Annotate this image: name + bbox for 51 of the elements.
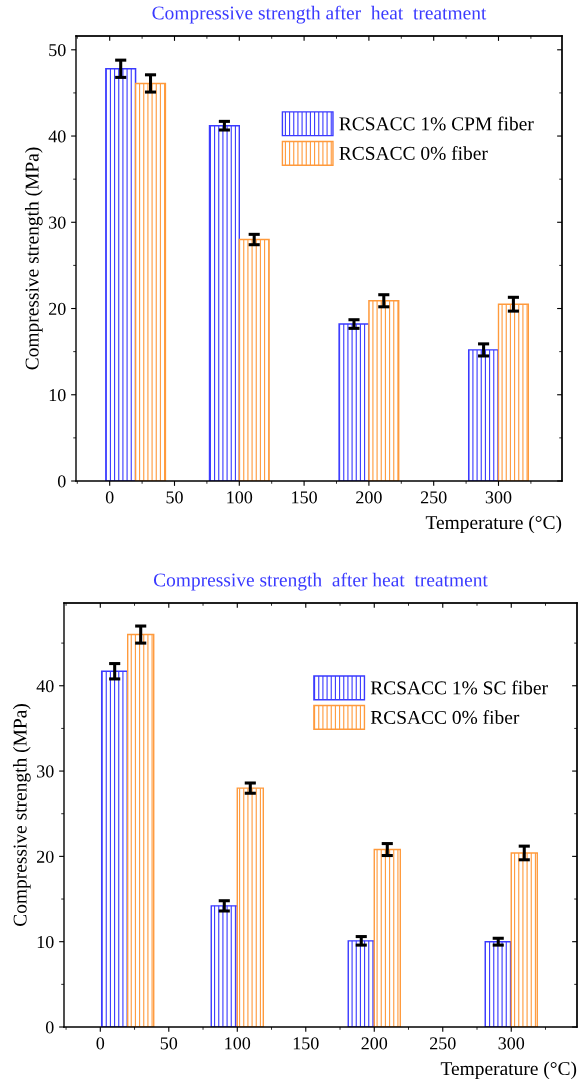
y-tick-label: 30: [37, 765, 54, 778]
x-tick-label: 200: [356, 491, 382, 504]
legend-label: RCSACC 0% fiber: [339, 146, 488, 160]
y-tick-label: 20: [37, 850, 54, 863]
bar: [208, 124, 240, 481]
bar: [347, 940, 375, 1027]
bar: [510, 852, 538, 1027]
chart-title: Compressive strength after heat treatment: [153, 572, 488, 591]
legend-label: RCSACC 1% CPM fiber: [339, 116, 534, 131]
y-axis-title: Compressive strength (MPa): [24, 147, 43, 370]
bar: [467, 349, 500, 481]
y-tick-label: 30: [49, 216, 66, 229]
y-tick-label: 50: [49, 44, 66, 57]
x-tick-label: 50: [160, 1037, 178, 1050]
bar: [236, 787, 265, 1027]
bar: [497, 303, 529, 481]
x-tick-label: 0: [96, 1037, 105, 1050]
y-tick-label: 40: [36, 680, 54, 693]
x-tick-label: 50: [166, 491, 183, 504]
bar: [484, 940, 512, 1027]
bar: [238, 238, 270, 481]
x-tick-label: 100: [225, 1037, 251, 1050]
x-axis-title: Temperature (°C): [440, 1061, 577, 1080]
bar: [338, 323, 370, 481]
y-tick-label: 10: [49, 389, 66, 402]
bar: [105, 68, 137, 481]
x-tick-label: 250: [430, 1037, 456, 1050]
y-tick-label: 0: [45, 1021, 54, 1034]
bar: [100, 670, 129, 1027]
x-axis-title: Temperature (°C): [425, 515, 562, 534]
legend-label: RCSACC 1% SC fiber: [370, 680, 548, 695]
x-tick-label: 150: [293, 1037, 319, 1050]
y-tick-label: 20: [49, 302, 66, 315]
bar: [210, 905, 238, 1027]
bar: [134, 82, 167, 481]
x-tick-label: 0: [105, 491, 114, 504]
x-tick-label: 100: [227, 491, 253, 504]
x-tick-label: 200: [361, 1037, 388, 1050]
x-tick-label: 300: [498, 1037, 525, 1050]
chart-title: Compressive strength after heat treatment: [152, 5, 487, 24]
y-axis-title: Compressive strength (MPa): [12, 704, 31, 926]
x-tick-label: 150: [292, 491, 317, 504]
x-tick-label: 250: [420, 491, 447, 504]
y-tick-label: 40: [48, 130, 66, 143]
bar: [127, 633, 155, 1027]
legend-label: RCSACC 0% fiber: [370, 710, 520, 725]
y-tick-label: 10: [37, 935, 54, 949]
bar: [373, 848, 401, 1027]
bar: [368, 300, 400, 481]
y-tick-label: 0: [57, 475, 66, 488]
x-tick-label: 300: [485, 491, 512, 504]
